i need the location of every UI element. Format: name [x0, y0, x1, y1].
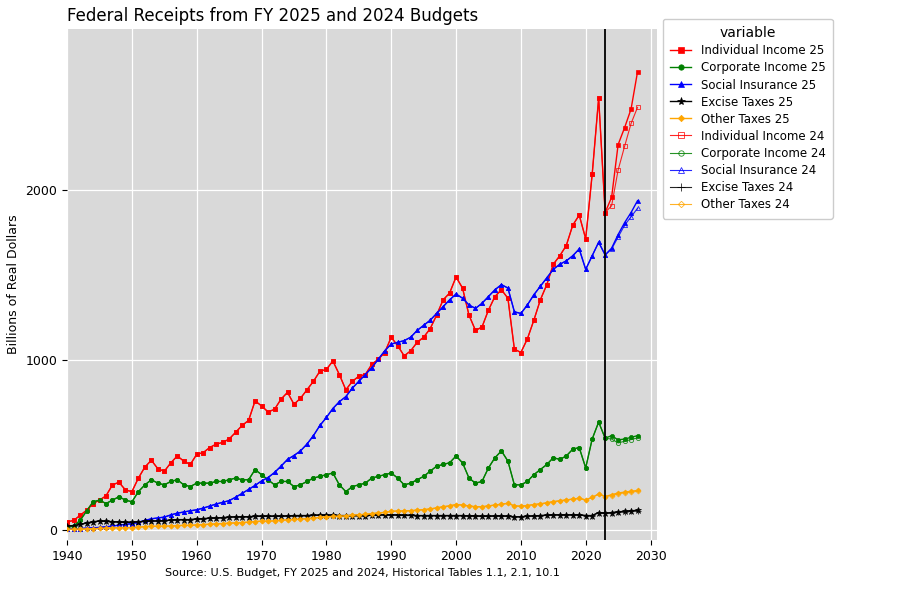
Line: Social Insurance 24: Social Insurance 24 — [65, 206, 640, 531]
Other Taxes 25 — [120, 524, 130, 531]
Social Insurance 24 — [632, 205, 643, 212]
Individual Income 24 — [62, 518, 73, 526]
Corporate Income 25 — [354, 481, 364, 488]
Corporate Income 25 — [62, 524, 73, 531]
Line: Corporate Income 25: Corporate Income 25 — [65, 420, 640, 530]
Excise Taxes 25 — [567, 511, 578, 518]
Other Taxes 25 — [354, 511, 364, 518]
Corporate Income 24 — [282, 478, 292, 485]
Other Taxes 25 — [133, 524, 144, 531]
Other Taxes 25 — [567, 496, 578, 503]
Line: Excise Taxes 24: Excise Taxes 24 — [64, 508, 640, 529]
Individual Income 25 — [62, 518, 73, 526]
Line: Corporate Income 24: Corporate Income 24 — [65, 420, 640, 530]
Other Taxes 24 — [632, 488, 643, 495]
Corporate Income 25 — [282, 478, 292, 485]
Social Insurance 25 — [178, 508, 189, 515]
Excise Taxes 24 — [632, 507, 643, 514]
Individual Income 24 — [120, 487, 130, 494]
Social Insurance 24 — [62, 526, 73, 533]
Individual Income 24 — [567, 221, 578, 229]
Other Taxes 24 — [282, 516, 292, 523]
Individual Income 25 — [133, 475, 144, 482]
Social Insurance 24 — [133, 518, 144, 526]
Corporate Income 24 — [133, 488, 144, 495]
Other Taxes 24 — [62, 526, 73, 533]
Social Insurance 24 — [567, 252, 578, 259]
Social Insurance 25 — [632, 197, 643, 204]
Corporate Income 24 — [632, 434, 643, 442]
Individual Income 24 — [354, 373, 364, 380]
Excise Taxes 25 — [120, 519, 130, 526]
Excise Taxes 25 — [133, 518, 144, 526]
Text: Federal Receipts from FY 2025 and 2024 Budgets: Federal Receipts from FY 2025 and 2024 B… — [68, 7, 478, 25]
Social Insurance 25 — [120, 521, 130, 528]
Other Taxes 24 — [354, 511, 364, 518]
Individual Income 25 — [178, 458, 189, 465]
Social Insurance 25 — [354, 378, 364, 385]
Other Taxes 25 — [178, 522, 189, 529]
Excise Taxes 25 — [632, 507, 643, 514]
Excise Taxes 24 — [133, 518, 144, 526]
Corporate Income 25 — [593, 418, 604, 425]
Corporate Income 24 — [354, 481, 364, 488]
Excise Taxes 25 — [178, 516, 189, 523]
Corporate Income 24 — [120, 497, 130, 504]
Individual Income 25 — [567, 221, 578, 229]
Individual Income 25 — [120, 487, 130, 494]
Social Insurance 24 — [354, 378, 364, 385]
Corporate Income 24 — [593, 418, 604, 425]
Other Taxes 24 — [178, 522, 189, 529]
Line: Excise Taxes 25: Excise Taxes 25 — [64, 507, 641, 529]
Individual Income 24 — [632, 104, 643, 111]
Excise Taxes 24 — [282, 512, 292, 520]
Corporate Income 25 — [632, 432, 643, 439]
Other Taxes 24 — [133, 524, 144, 531]
Legend: Individual Income 25, Corporate Income 25, Social Insurance 25, Excise Taxes 25,: Individual Income 25, Corporate Income 2… — [663, 19, 832, 218]
Social Insurance 24 — [120, 521, 130, 528]
Corporate Income 25 — [178, 481, 189, 488]
Other Taxes 24 — [120, 524, 130, 531]
Other Taxes 25 — [62, 526, 73, 533]
Individual Income 25 — [632, 68, 643, 75]
Other Taxes 24 — [567, 496, 578, 503]
Other Taxes 25 — [282, 516, 292, 523]
Corporate Income 24 — [178, 481, 189, 488]
Excise Taxes 25 — [354, 512, 364, 519]
Line: Individual Income 25: Individual Income 25 — [65, 70, 640, 524]
Excise Taxes 25 — [282, 512, 292, 520]
Excise Taxes 24 — [178, 516, 189, 523]
Corporate Income 24 — [567, 446, 578, 453]
Social Insurance 25 — [62, 526, 73, 533]
Excise Taxes 25 — [62, 523, 73, 530]
Corporate Income 25 — [120, 497, 130, 504]
Social Insurance 25 — [282, 456, 292, 463]
Excise Taxes 24 — [62, 523, 73, 530]
Line: Individual Income 24: Individual Income 24 — [65, 96, 640, 524]
Excise Taxes 24 — [567, 511, 578, 518]
X-axis label: Source: U.S. Budget, FY 2025 and 2024, Historical Tables 1.1, 2.1, 10.1: Source: U.S. Budget, FY 2025 and 2024, H… — [165, 568, 560, 578]
Y-axis label: Billions of Real Dollars: Billions of Real Dollars — [7, 215, 20, 355]
Other Taxes 25 — [632, 487, 643, 494]
Social Insurance 25 — [567, 252, 578, 259]
Social Insurance 24 — [282, 456, 292, 463]
Individual Income 24 — [178, 458, 189, 465]
Individual Income 25 — [354, 373, 364, 380]
Individual Income 24 — [282, 389, 292, 396]
Corporate Income 25 — [567, 446, 578, 453]
Line: Social Insurance 25: Social Insurance 25 — [65, 199, 640, 531]
Social Insurance 24 — [178, 508, 189, 515]
Excise Taxes 24 — [354, 512, 364, 519]
Corporate Income 25 — [133, 488, 144, 495]
Individual Income 25 — [282, 389, 292, 396]
Individual Income 24 — [133, 475, 144, 482]
Individual Income 24 — [593, 94, 604, 101]
Excise Taxes 24 — [120, 519, 130, 526]
Social Insurance 25 — [133, 518, 144, 526]
Line: Other Taxes 25: Other Taxes 25 — [66, 489, 639, 531]
Corporate Income 24 — [62, 524, 73, 531]
Line: Other Taxes 24: Other Taxes 24 — [66, 490, 639, 531]
